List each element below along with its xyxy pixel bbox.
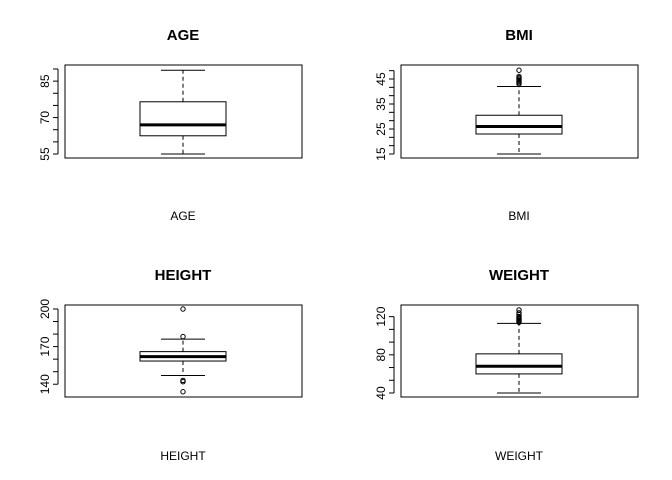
x-axis-label: HEIGHT xyxy=(160,449,206,463)
outlier-point xyxy=(180,333,186,340)
boxplot-panel-height: HEIGHT HEIGHT 140 170 200 xyxy=(38,267,303,463)
panel-title: WEIGHT xyxy=(489,267,549,284)
y-tick-label: 80 xyxy=(374,348,388,362)
y-tick-label: 70 xyxy=(38,111,52,125)
outlier-point xyxy=(180,379,186,385)
y-tick-label: 35 xyxy=(374,97,388,111)
plot-frame xyxy=(400,64,639,159)
panel-title: BMI xyxy=(505,27,533,44)
y-tick-label: 25 xyxy=(374,122,388,136)
y-tick-label: 85 xyxy=(38,74,52,88)
y-tick-label: 200 xyxy=(38,299,52,319)
y-tick-label: 45 xyxy=(374,72,388,86)
x-axis-label: AGE xyxy=(170,209,195,223)
y-tick-label: 140 xyxy=(38,374,52,394)
iqr-box xyxy=(139,101,227,137)
plot-frame xyxy=(64,304,303,398)
outlier-point xyxy=(516,310,522,316)
outlier-point xyxy=(516,73,522,80)
x-axis-label: WEIGHT xyxy=(495,449,544,463)
panel-title: HEIGHT xyxy=(155,267,212,284)
outlier-point xyxy=(516,313,522,320)
y-tick-label: 15 xyxy=(374,147,388,161)
panel-title: AGE xyxy=(167,27,200,44)
x-axis-label: BMI xyxy=(508,209,529,223)
y-tick-label: 55 xyxy=(38,147,52,161)
boxplot-panel-bmi: BMI BMI 15 25 35 45 xyxy=(374,27,639,223)
y-tick-label: 170 xyxy=(38,336,52,356)
outlier-point xyxy=(516,307,522,313)
outlier-point xyxy=(180,389,186,395)
plot-frame xyxy=(400,304,639,398)
y-tick-label: 120 xyxy=(374,306,388,326)
outlier-point xyxy=(180,306,186,312)
plot-frame xyxy=(64,64,303,159)
boxplot-panel-weight: WEIGHT WEIGHT 40 80 120 xyxy=(374,267,639,463)
boxplot-panel-age: AGE AGE 55 70 85 xyxy=(38,27,303,223)
y-tick-label: 40 xyxy=(374,386,388,400)
iqr-box xyxy=(475,353,563,375)
outlier-point xyxy=(516,67,522,73)
iqr-box xyxy=(475,114,563,135)
